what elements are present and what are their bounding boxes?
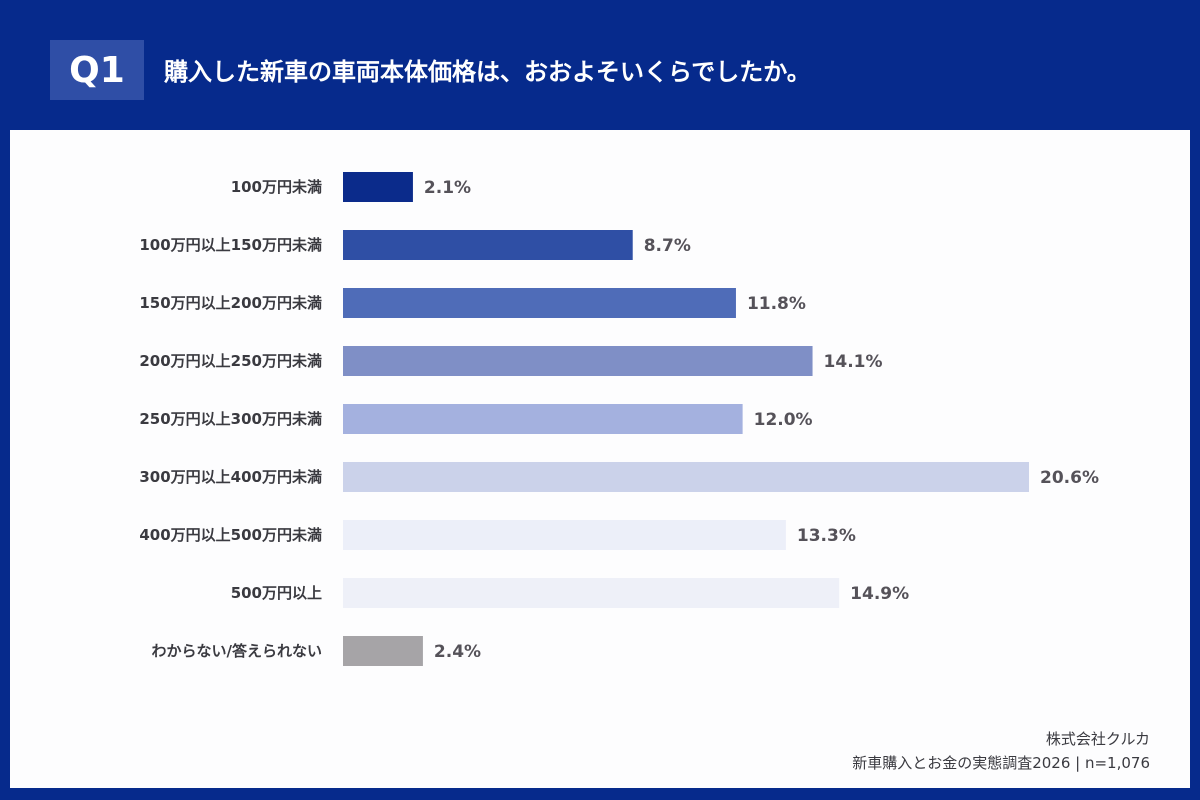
category-label: 100万円以上150万円未満 <box>139 236 322 254</box>
company-name: 株式会社クルカ <box>1045 730 1150 748</box>
bar <box>343 520 786 550</box>
value-label: 14.9% <box>850 584 909 604</box>
category-label: 200万円以上250万円未満 <box>139 352 322 370</box>
question-title: 購入した新車の車両本体価格は、おおよそいくらでしたか。 <box>164 58 811 86</box>
category-label: 300万円以上400万円未満 <box>139 468 322 486</box>
value-label: 20.6% <box>1040 468 1099 488</box>
bar <box>343 404 743 434</box>
category-label: 100万円未満 <box>231 178 322 196</box>
category-label: 150万円以上200万円未満 <box>139 294 322 312</box>
value-label: 2.4% <box>434 642 481 662</box>
category-label: 400万円以上500万円未満 <box>139 526 322 544</box>
bar <box>343 462 1029 492</box>
category-label: 500万円以上 <box>231 584 322 602</box>
bar <box>343 172 413 202</box>
bar <box>343 346 813 376</box>
value-label: 14.1% <box>824 352 883 372</box>
bar <box>343 636 423 666</box>
question-badge: Q1 <box>50 40 144 100</box>
value-label: 12.0% <box>754 410 813 430</box>
category-label: 250万円以上300万円未満 <box>139 410 322 428</box>
value-label: 8.7% <box>644 236 691 256</box>
category-label: わからない/答えられない <box>152 642 322 660</box>
bar <box>343 578 840 608</box>
bar <box>343 230 633 260</box>
value-label: 13.3% <box>797 526 856 546</box>
survey-source: 新車購入とお金の実態調査2026 | n=1,076 <box>852 754 1150 772</box>
bar <box>343 288 736 318</box>
value-label: 2.1% <box>424 178 471 198</box>
value-label: 11.8% <box>747 294 806 314</box>
